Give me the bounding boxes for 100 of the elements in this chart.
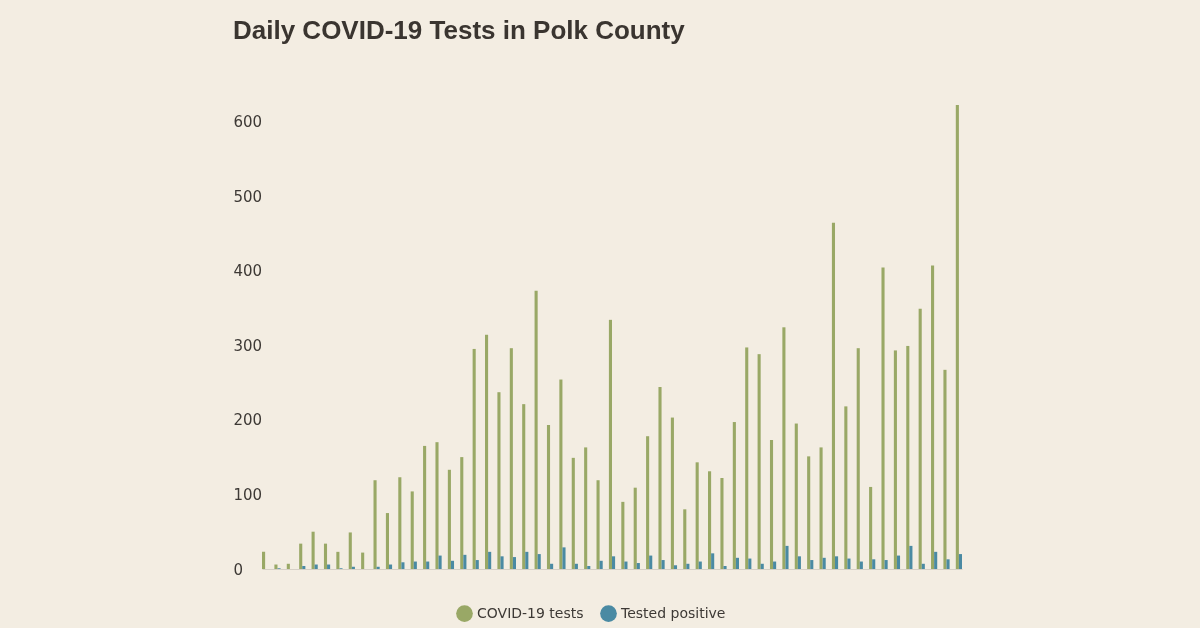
bar [708,471,712,569]
bar [934,551,938,569]
bar [686,563,690,569]
bar [497,392,501,569]
y-tick-label: 300 [233,336,263,355]
bar [785,545,789,569]
legend-label: COVID-19 tests [477,604,584,621]
bar [413,561,417,569]
bar [522,404,526,569]
bar [599,560,603,569]
bar [955,105,959,569]
y-tick-label: 400 [233,262,263,281]
bar [931,265,935,569]
bar [584,447,588,569]
bar [574,563,578,569]
bar [447,469,451,569]
bar [810,560,814,569]
bar [847,558,851,569]
bar [299,543,303,569]
bar [500,556,504,569]
bar [794,423,798,569]
bar [760,563,764,569]
bar [906,345,910,569]
bar [723,566,727,569]
bar [323,543,328,569]
bar [550,563,554,569]
bar [512,557,516,569]
bar [732,422,736,569]
bar [698,561,702,569]
bar [373,480,377,569]
bar [435,442,439,569]
bar [534,290,538,569]
bar [869,486,873,569]
y-tick-label: 0 [233,560,244,579]
bar [720,477,724,569]
bar [695,462,699,569]
bar [438,555,442,569]
bar [757,354,761,569]
bar [286,563,290,569]
bar [918,308,922,569]
y-tick-label: 100 [233,485,263,504]
bar [649,555,653,569]
bar [596,480,600,569]
bar [670,417,674,569]
bar [450,560,455,569]
bar [921,563,925,569]
bar [537,554,541,569]
bar [658,386,662,569]
bar [472,348,476,569]
legend-label: Tested positive [620,604,726,621]
bar [819,447,823,569]
bar [361,552,365,569]
bar [711,553,715,569]
bar [336,551,340,569]
bar [410,491,414,569]
bar [302,566,306,569]
bar [797,556,801,569]
bar [608,319,612,569]
bar [909,545,913,569]
bar [646,436,650,569]
bar [562,547,566,569]
y-tick-label: 500 [233,187,263,206]
bar [571,457,575,569]
bar [958,554,962,569]
bar [559,379,563,569]
bar [872,559,876,569]
bar [423,445,427,569]
bar [673,565,678,569]
bar [475,560,479,569]
bar [460,457,464,569]
chart-title: Daily COVID-19 Tests in Polk County [233,15,686,45]
bar [509,348,513,569]
bar [831,222,836,569]
bar [401,562,405,569]
bar [311,531,315,569]
bar [633,487,637,569]
bar [426,561,430,569]
bar [621,501,625,569]
bar [488,551,492,569]
bar [946,559,950,569]
bar [773,561,777,569]
bar [769,439,774,569]
bar [683,509,687,569]
bar [735,557,739,569]
bar [943,369,947,569]
bar [525,551,529,569]
bar [262,551,266,569]
bar [636,563,640,569]
y-tick-label: 600 [233,112,263,131]
bar [463,554,467,569]
bar [893,350,897,569]
bar [587,566,591,569]
bar [385,513,389,569]
y-tick-label: 200 [233,411,263,430]
bar [835,556,839,569]
bar [884,560,888,569]
bar [546,425,551,569]
bar [881,267,885,569]
bar [485,334,489,569]
bar [807,456,811,569]
